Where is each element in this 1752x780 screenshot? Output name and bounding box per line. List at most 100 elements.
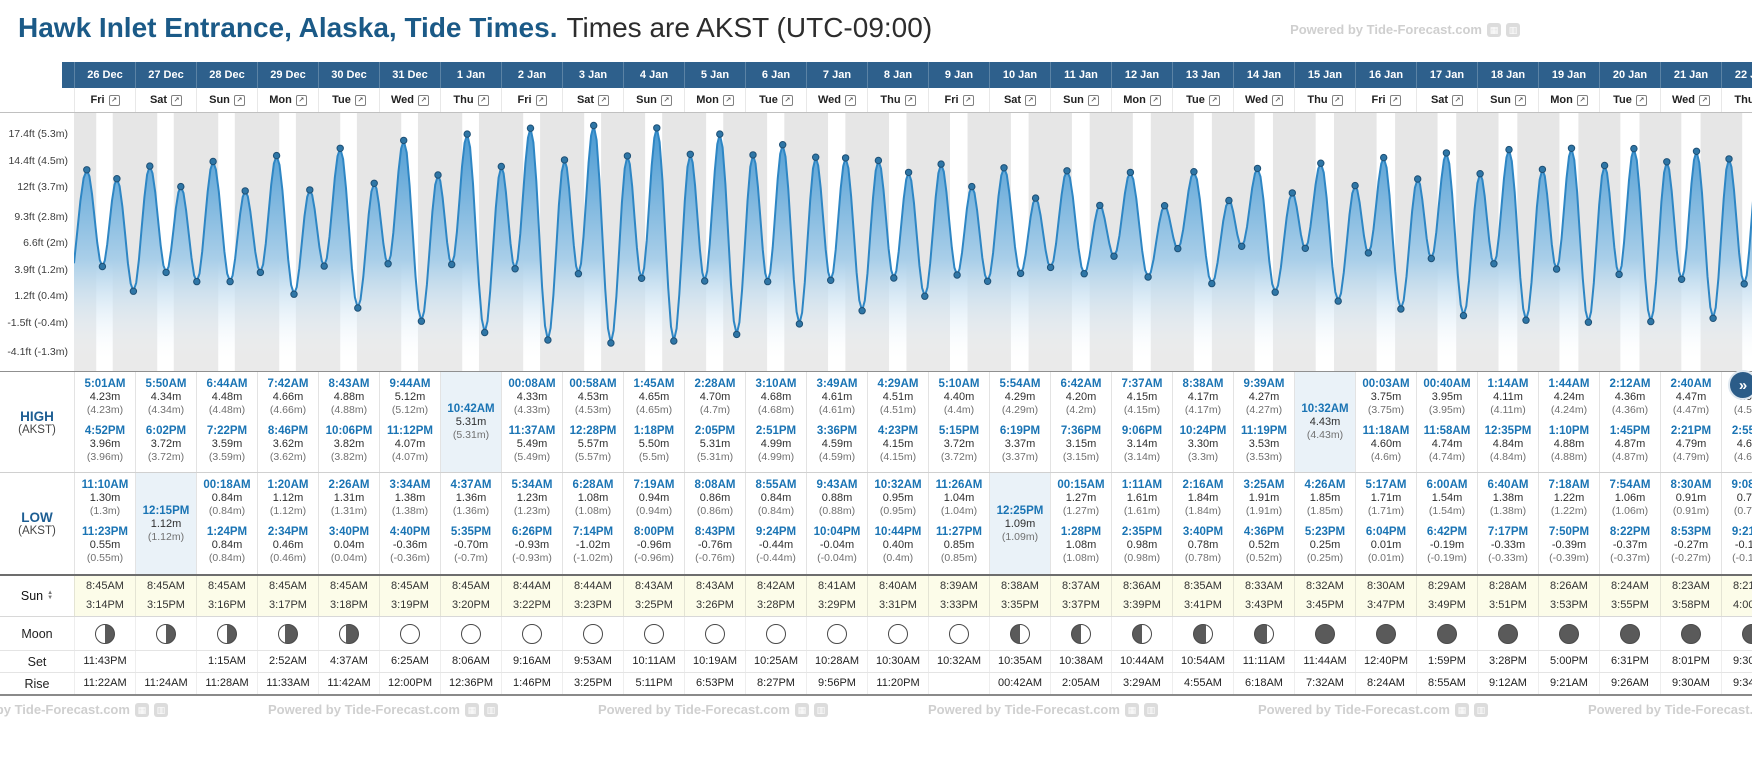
- powered-by-watermark[interactable]: Powered by Tide-Forecast.com ▦ ▥: [1290, 22, 1520, 37]
- day-link[interactable]: Tue ↗: [1599, 88, 1660, 112]
- day-link[interactable]: Sat ↗: [989, 88, 1050, 112]
- high-tide-cell: 6:44AM 4.48m (4.48m) 7:22PM 3.59m (3.59m): [196, 372, 257, 472]
- tide-height-alt: (1.22m): [1550, 505, 1588, 517]
- tide-height: 1.54m: [1431, 492, 1463, 504]
- tide-extreme-dot: [795, 320, 804, 328]
- tide-height: -0.33m: [1490, 539, 1526, 551]
- day-link[interactable]: Wed ↗: [1233, 88, 1294, 112]
- powered-by-watermark[interactable]: Powered by Tide-Forecast.com▦▥: [268, 702, 498, 717]
- tide-extreme-dot: [1538, 165, 1547, 174]
- sunset-time: 3:41PM: [1184, 599, 1222, 611]
- expand-arrow: ↗: [965, 96, 971, 104]
- powered-by-watermark[interactable]: Powered by Tide-Forecast.com▦▥: [1588, 702, 1752, 717]
- tide-height-alt: (4.33m): [513, 404, 551, 416]
- tide-height: 4.23m: [89, 391, 121, 403]
- tide-entry: 5:50AM 4.34m (4.34m): [136, 377, 196, 417]
- sunset-time: 3:20PM: [452, 599, 490, 611]
- date-header-row: 26 Dec 27 Dec 28 Dec 29 Dec 30 Dec 31 Dec 1 Ja…: [0, 62, 1752, 88]
- day-link[interactable]: Wed ↗: [379, 88, 440, 112]
- day-link[interactable]: Sat ↗: [1416, 88, 1477, 112]
- day-link[interactable]: Thu↗: [440, 88, 501, 112]
- tide-height-alt: (0.88m): [818, 505, 856, 517]
- tide-extreme-dot: [716, 130, 724, 138]
- powered-by-watermark[interactable]: Powered by Tide-Forecast.com▦▥: [0, 702, 168, 717]
- powered-by-watermark[interactable]: Powered by Tide-Forecast.com▦▥: [598, 702, 828, 717]
- weekday-row-gutter: [0, 88, 74, 112]
- tide-extreme-dot: [779, 141, 787, 149]
- tide-height: -0.93m: [514, 539, 550, 551]
- tide-height-alt: (1.54m): [1428, 505, 1466, 517]
- tide-entry: 2:16AM 1.84m (1.84m): [1173, 478, 1233, 518]
- powered-by-watermark[interactable]: Powered by Tide-Forecast.com▦▥: [1258, 702, 1488, 717]
- day-link[interactable]: Sun ↗: [196, 88, 257, 112]
- day-link[interactable]: Sat ↗: [562, 88, 623, 112]
- day-link[interactable]: Fri ↗: [1355, 88, 1416, 112]
- y-axis-label: -1.5ft (-0.4m): [7, 316, 68, 329]
- day-link[interactable]: Thu↗: [1721, 88, 1752, 112]
- moon-cell: [1355, 617, 1416, 650]
- date-header: 4 Jan: [623, 62, 684, 88]
- moon-cell: [806, 617, 867, 650]
- high-tide-cell: 00:58AM 4.53m (4.53m) 12:28PM 5.57m (5.57m): [562, 372, 623, 472]
- moonset-time: 12:40PM: [1355, 651, 1416, 672]
- day-link[interactable]: Wed ↗: [1660, 88, 1721, 112]
- expand-arrow: ↗: [357, 96, 364, 104]
- tide-height: 1.38m: [394, 492, 426, 504]
- tide-entry: 00:40AM 3.95m (3.95m): [1417, 377, 1477, 417]
- tide-height: 1.84m: [1187, 492, 1219, 504]
- day-link[interactable]: Fri ↗: [501, 88, 562, 112]
- tide-height: 3.15m: [1065, 438, 1097, 450]
- day-link[interactable]: Fri ↗: [74, 88, 135, 112]
- scroll-next-button[interactable]: »: [1728, 370, 1752, 400]
- sunrise-time: 8:45AM: [452, 580, 490, 592]
- sun-times-cell: 8:28AM 3:51PM: [1477, 576, 1538, 616]
- tide-height: -0.36m: [392, 539, 428, 551]
- day-link[interactable]: Sat ↗: [135, 88, 196, 112]
- sunset-time: 3:51PM: [1489, 599, 1527, 611]
- day-of-week-label: Sat: [149, 94, 168, 106]
- powered-by-watermark[interactable]: Powered by Tide-Forecast.com▦▥: [928, 702, 1158, 717]
- low-section-label: LOW: [21, 510, 53, 525]
- day-link[interactable]: Sun ↗: [1477, 88, 1538, 112]
- tide-height-alt: (1.84m): [1184, 505, 1222, 517]
- tide-time: 8:08AM: [694, 479, 736, 491]
- day-link[interactable]: Sun ↗: [623, 88, 684, 112]
- sunset-time: 3:55PM: [1611, 599, 1649, 611]
- day-link[interactable]: Thu↗: [1294, 88, 1355, 112]
- tide-height: 4.66m: [272, 391, 304, 403]
- expand-icon: ↗: [535, 94, 547, 106]
- expand-arrow: ↗: [847, 96, 854, 104]
- moon-phase-icon: [1376, 623, 1396, 644]
- tide-height-alt: (4.11m): [1490, 404, 1526, 416]
- tide-height-alt: (5.12m): [391, 404, 429, 416]
- tide-extreme-dot: [701, 277, 709, 285]
- day-link[interactable]: Sun ↗: [1050, 88, 1111, 112]
- tide-height-alt: (4.15m): [1123, 404, 1161, 416]
- tide-time: 1:45AM: [633, 378, 675, 390]
- day-link[interactable]: Tue ↗: [318, 88, 379, 112]
- tide-entry: 1:18PM 5.50m (5.5m): [624, 424, 684, 464]
- day-link[interactable]: Tue ↗: [1172, 88, 1233, 112]
- tide-height: 3.37m: [1004, 438, 1036, 450]
- day-link[interactable]: Mon ↗: [684, 88, 745, 112]
- day-link[interactable]: Mon ↗: [257, 88, 318, 112]
- tide-height-alt: (3.72m): [940, 451, 978, 463]
- day-link[interactable]: Tue ↗: [745, 88, 806, 112]
- tide-time: 7:36PM: [1060, 425, 1102, 437]
- tide-height: 0.04m: [333, 539, 365, 551]
- day-link[interactable]: Thu↗: [867, 88, 928, 112]
- day-link[interactable]: Mon ↗: [1111, 88, 1172, 112]
- moonrise-time: 4:55AM: [1172, 673, 1233, 694]
- day-link[interactable]: Mon ↗: [1538, 88, 1599, 112]
- tide-extreme-dot: [1016, 269, 1025, 278]
- sunrise-time: 8:45AM: [269, 580, 307, 592]
- day-link[interactable]: Wed ↗: [806, 88, 867, 112]
- day-link[interactable]: Fri ↗: [928, 88, 989, 112]
- tide-entry: 9:44AM 5.12m (5.12m): [380, 377, 440, 417]
- tide-height-alt: (1.31m): [330, 505, 368, 517]
- sunrise-time: 8:37AM: [1062, 580, 1100, 592]
- tide-height: 0.40m: [882, 539, 914, 551]
- sunset-time: 3:33PM: [940, 599, 978, 611]
- tide-entry: 6:26PM -0.93m (-0.93m): [502, 525, 562, 565]
